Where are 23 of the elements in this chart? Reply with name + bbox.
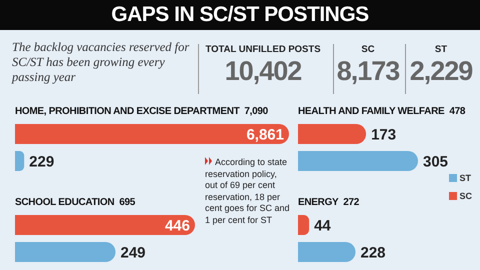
annotation: According to state reservation policy, out of 69 per cent reservation, 18 per cent goes for SC and 1 per cent for ST: [205, 157, 291, 226]
chart-title: SCHOOL EDUCATION 695: [15, 197, 136, 208]
data-label: 44: [314, 217, 332, 234]
data-label: 249: [120, 244, 146, 262]
text: GAPS IN SC/ST POSTINGS: [0, 0, 480, 30]
chart-title: HEALTH AND FAMILY WELFARE 478: [298, 106, 466, 119]
text: 10,402: [224, 56, 302, 86]
text: 2,229: [410, 56, 472, 86]
data-label: 446: [164, 217, 190, 234]
text: 8,173: [336, 56, 400, 86]
data-label: 305: [423, 153, 448, 170]
data-label: 229: [29, 153, 54, 170]
category-label: TOTAL UNFILLED POSTS: [204, 44, 322, 55]
legend-label: SC: [459, 191, 472, 201]
category-label: SC: [360, 44, 376, 55]
data-label: 6,861: [246, 126, 284, 144]
data-label: 173: [371, 126, 396, 144]
chart-title: HOME, PROHIBITION AND EXCISE DEPARTMENT 7,090: [15, 106, 269, 119]
legend-label: ST: [459, 173, 471, 183]
category-label: ST: [434, 44, 448, 55]
data-label: 228: [360, 244, 386, 262]
chart-title: ENERGY 272: [298, 197, 360, 210]
text: The backlog vacancies reserved for SC/ST has been growing every passing year: [12, 40, 190, 85]
